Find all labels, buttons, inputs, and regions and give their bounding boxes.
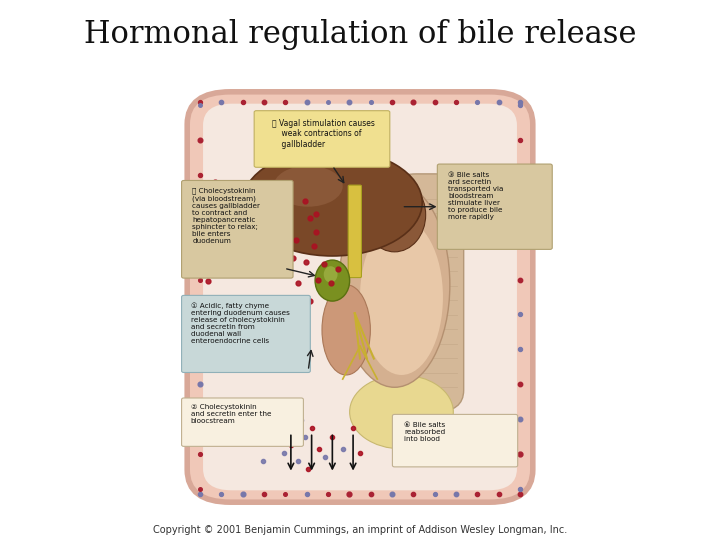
Ellipse shape <box>360 219 443 375</box>
Text: ⓔ Cholecystokinin
(via bloodstream)
causes gallbladder
to contract and
hepatopan: ⓔ Cholecystokinin (via bloodstream) caus… <box>192 188 261 244</box>
Text: ① Acidic, fatty chyme
entering duodenum causes
release of cholecystokinin
and se: ① Acidic, fatty chyme entering duodenum … <box>192 303 290 345</box>
FancyBboxPatch shape <box>181 295 310 373</box>
FancyBboxPatch shape <box>203 104 517 490</box>
Ellipse shape <box>350 375 454 449</box>
Ellipse shape <box>243 149 422 256</box>
FancyBboxPatch shape <box>437 164 552 249</box>
Ellipse shape <box>274 166 343 207</box>
FancyBboxPatch shape <box>181 398 303 447</box>
FancyBboxPatch shape <box>181 180 293 278</box>
Text: ⑥ Bile salts
reabsorbed
into blood: ⑥ Bile salts reabsorbed into blood <box>404 422 446 442</box>
FancyBboxPatch shape <box>187 92 533 502</box>
Ellipse shape <box>315 260 350 301</box>
FancyBboxPatch shape <box>392 414 518 467</box>
Text: Copyright © 2001 Benjamin Cummings, an imprint of Addison Wesley Longman, Inc.: Copyright © 2001 Benjamin Cummings, an i… <box>153 524 567 535</box>
Ellipse shape <box>364 178 426 252</box>
Text: Hormonal regulation of bile release: Hormonal regulation of bile release <box>84 19 636 50</box>
Ellipse shape <box>322 285 370 375</box>
Text: ③ Bile salts
ard secretin
transported via
bloodstream
stimulate liver
to produce: ③ Bile salts ard secretin transported vi… <box>449 172 504 220</box>
Text: ② Cholecystokinin
and secretin enter the
bloocstream: ② Cholecystokinin and secretin enter the… <box>191 404 271 424</box>
Ellipse shape <box>324 266 338 282</box>
FancyBboxPatch shape <box>254 111 390 167</box>
FancyBboxPatch shape <box>348 185 361 278</box>
Text: ⓓ Vagal stimulation causes
    weak contractions of
    gallbladder: ⓓ Vagal stimulation causes weak contract… <box>272 119 375 148</box>
Ellipse shape <box>249 170 298 227</box>
Ellipse shape <box>339 182 450 387</box>
FancyBboxPatch shape <box>387 174 464 412</box>
